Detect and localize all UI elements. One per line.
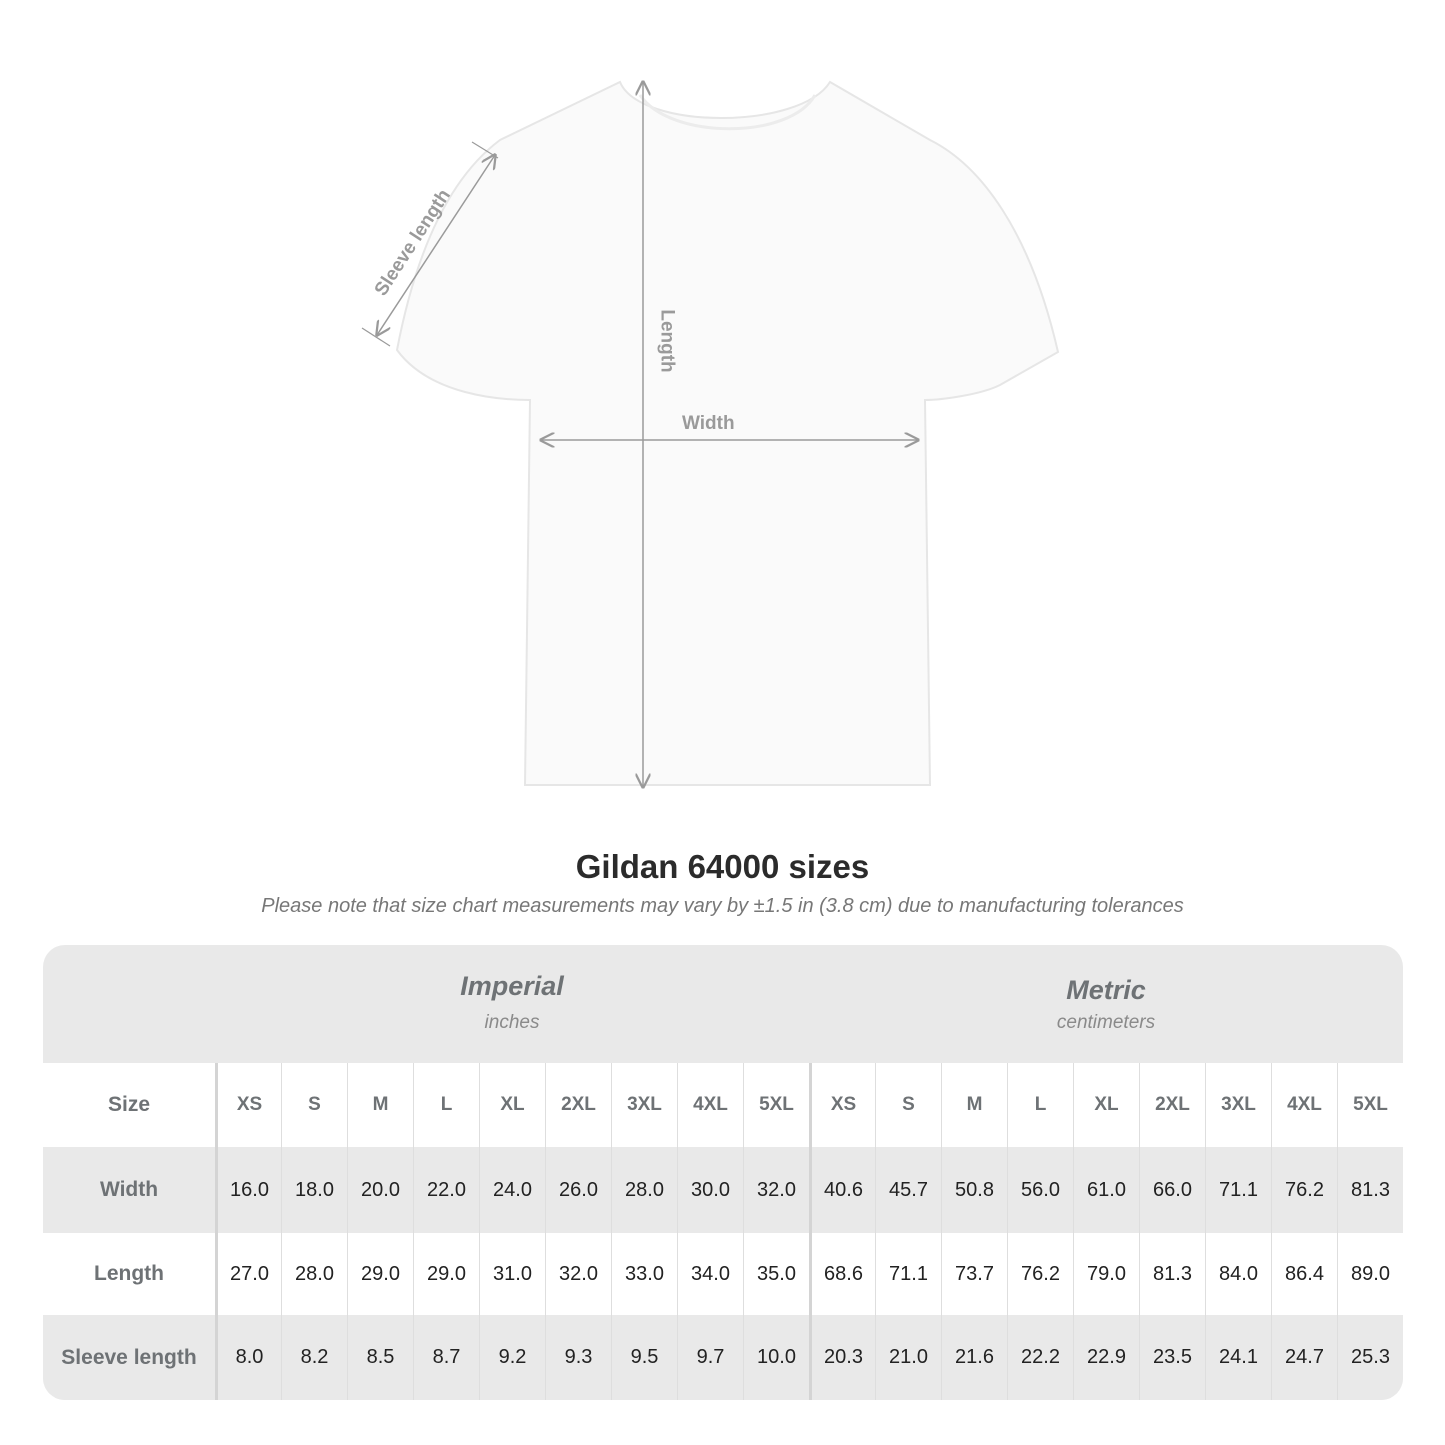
table-row: Sleeve length 8.0 8.2 8.5 8.7 9.2 9.3 9.5 9.7 10.… <box>43 1315 1403 1400</box>
metric-header: Metric centimeters <box>1056 975 1156 1033</box>
value-cell: 16.0 <box>215 1147 281 1233</box>
value-cell: 50.8 <box>941 1147 1007 1233</box>
value-cell: 29.0 <box>347 1233 413 1315</box>
size-cell: L <box>1007 1063 1073 1147</box>
value-cell: 84.0 <box>1205 1233 1271 1315</box>
value-cell: 20.0 <box>347 1147 413 1233</box>
size-cell: 2XL <box>545 1063 611 1147</box>
value-cell: 40.6 <box>809 1147 875 1233</box>
size-header-row: Size XS S M L XL 2XL 3XL 4XL 5XL XS S M L XL 2XL 3XL 4XL 5… <box>43 1063 1403 1147</box>
size-cell: XL <box>479 1063 545 1147</box>
value-cell: 28.0 <box>281 1233 347 1315</box>
value-cell: 18.0 <box>281 1147 347 1233</box>
value-cell: 22.0 <box>413 1147 479 1233</box>
row-label: Size <box>107 1093 151 1116</box>
tolerance-note: Please note that size chart measurements… <box>261 895 1184 917</box>
size-cell: 4XL <box>1271 1063 1337 1147</box>
size-cell: 4XL <box>677 1063 743 1147</box>
value-cell: 9.3 <box>545 1315 611 1400</box>
value-cell: 89.0 <box>1337 1233 1403 1315</box>
size-cell: L <box>413 1063 479 1147</box>
value-cell: 76.2 <box>1271 1147 1337 1233</box>
value-cell: 8.0 <box>215 1315 281 1400</box>
value-cell: 79.0 <box>1073 1233 1139 1315</box>
row-label: Width <box>99 1178 159 1201</box>
value-cell: 76.2 <box>1007 1233 1073 1315</box>
value-cell: 35.0 <box>743 1233 809 1315</box>
size-cell: XL <box>1073 1063 1139 1147</box>
value-cell: 73.7 <box>941 1233 1007 1315</box>
size-cell: 2XL <box>1139 1063 1205 1147</box>
value-cell: 29.0 <box>413 1233 479 1315</box>
imperial-header: Imperial inches <box>460 971 564 1033</box>
size-table: Imperial inches Metric centimeters Size X… <box>43 945 1403 1400</box>
value-cell: 28.0 <box>611 1147 677 1233</box>
value-cell: 26.0 <box>545 1147 611 1233</box>
value-cell: 71.1 <box>875 1233 941 1315</box>
value-cell: 27.0 <box>215 1233 281 1315</box>
value-cell: 66.0 <box>1139 1147 1205 1233</box>
size-cell: 3XL <box>1205 1063 1271 1147</box>
value-cell: 25.3 <box>1337 1315 1403 1400</box>
value-cell: 20.3 <box>809 1315 875 1400</box>
size-cell: M <box>347 1063 413 1147</box>
size-cell: S <box>281 1063 347 1147</box>
size-cell: M <box>941 1063 1007 1147</box>
value-cell: 21.6 <box>941 1315 1007 1400</box>
value-cell: 8.5 <box>347 1315 413 1400</box>
value-cell: 23.5 <box>1139 1315 1205 1400</box>
sleeve-arrow <box>377 155 495 335</box>
value-cell: 21.0 <box>875 1315 941 1400</box>
value-cell: 33.0 <box>611 1233 677 1315</box>
value-cell: 81.3 <box>1139 1233 1205 1315</box>
value-cell: 9.7 <box>677 1315 743 1400</box>
value-cell: 10.0 <box>743 1315 809 1400</box>
value-cell: 31.0 <box>479 1233 545 1315</box>
value-cell: 9.2 <box>479 1315 545 1400</box>
value-cell: 24.1 <box>1205 1315 1271 1400</box>
value-cell: 32.0 <box>545 1233 611 1315</box>
value-cell: 68.6 <box>809 1233 875 1315</box>
value-cell: 61.0 <box>1073 1147 1139 1233</box>
tshirt-diagram <box>361 0 1060 820</box>
length-label: Length <box>656 309 678 373</box>
value-cell: 34.0 <box>677 1233 743 1315</box>
value-cell: 32.0 <box>743 1147 809 1233</box>
value-cell: 45.7 <box>875 1147 941 1233</box>
value-cell: 8.2 <box>281 1315 347 1400</box>
value-cell: 9.5 <box>611 1315 677 1400</box>
size-cell: 5XL <box>743 1063 809 1147</box>
size-cell: S <box>875 1063 941 1147</box>
value-cell: 86.4 <box>1271 1233 1337 1315</box>
value-cell: 24.0 <box>479 1147 545 1233</box>
value-cell: 24.7 <box>1271 1315 1337 1400</box>
table-row: Length 27.0 28.0 29.0 29.0 31.0 32.0 33.0 34.0 35… <box>43 1233 1403 1315</box>
value-cell: 81.3 <box>1337 1147 1403 1233</box>
size-cell: 5XL <box>1337 1063 1403 1147</box>
width-label: Width <box>682 413 735 434</box>
value-cell: 30.0 <box>677 1147 743 1233</box>
table-row: Width 16.0 18.0 20.0 22.0 24.0 26.0 28.0 30.0 32.… <box>43 1147 1403 1233</box>
page-title: Gildan 64000 sizes <box>575 848 870 885</box>
row-label: Sleeve length <box>61 1345 197 1369</box>
size-cell: XS <box>215 1063 281 1147</box>
value-cell: 8.7 <box>413 1315 479 1400</box>
value-cell: 71.1 <box>1205 1147 1271 1233</box>
value-cell: 56.0 <box>1007 1147 1073 1233</box>
row-label: Length <box>94 1262 164 1285</box>
value-cell: 22.9 <box>1073 1315 1139 1400</box>
value-cell: 22.2 <box>1007 1315 1073 1400</box>
size-cell: XS <box>809 1063 875 1147</box>
size-cell: 3XL <box>611 1063 677 1147</box>
